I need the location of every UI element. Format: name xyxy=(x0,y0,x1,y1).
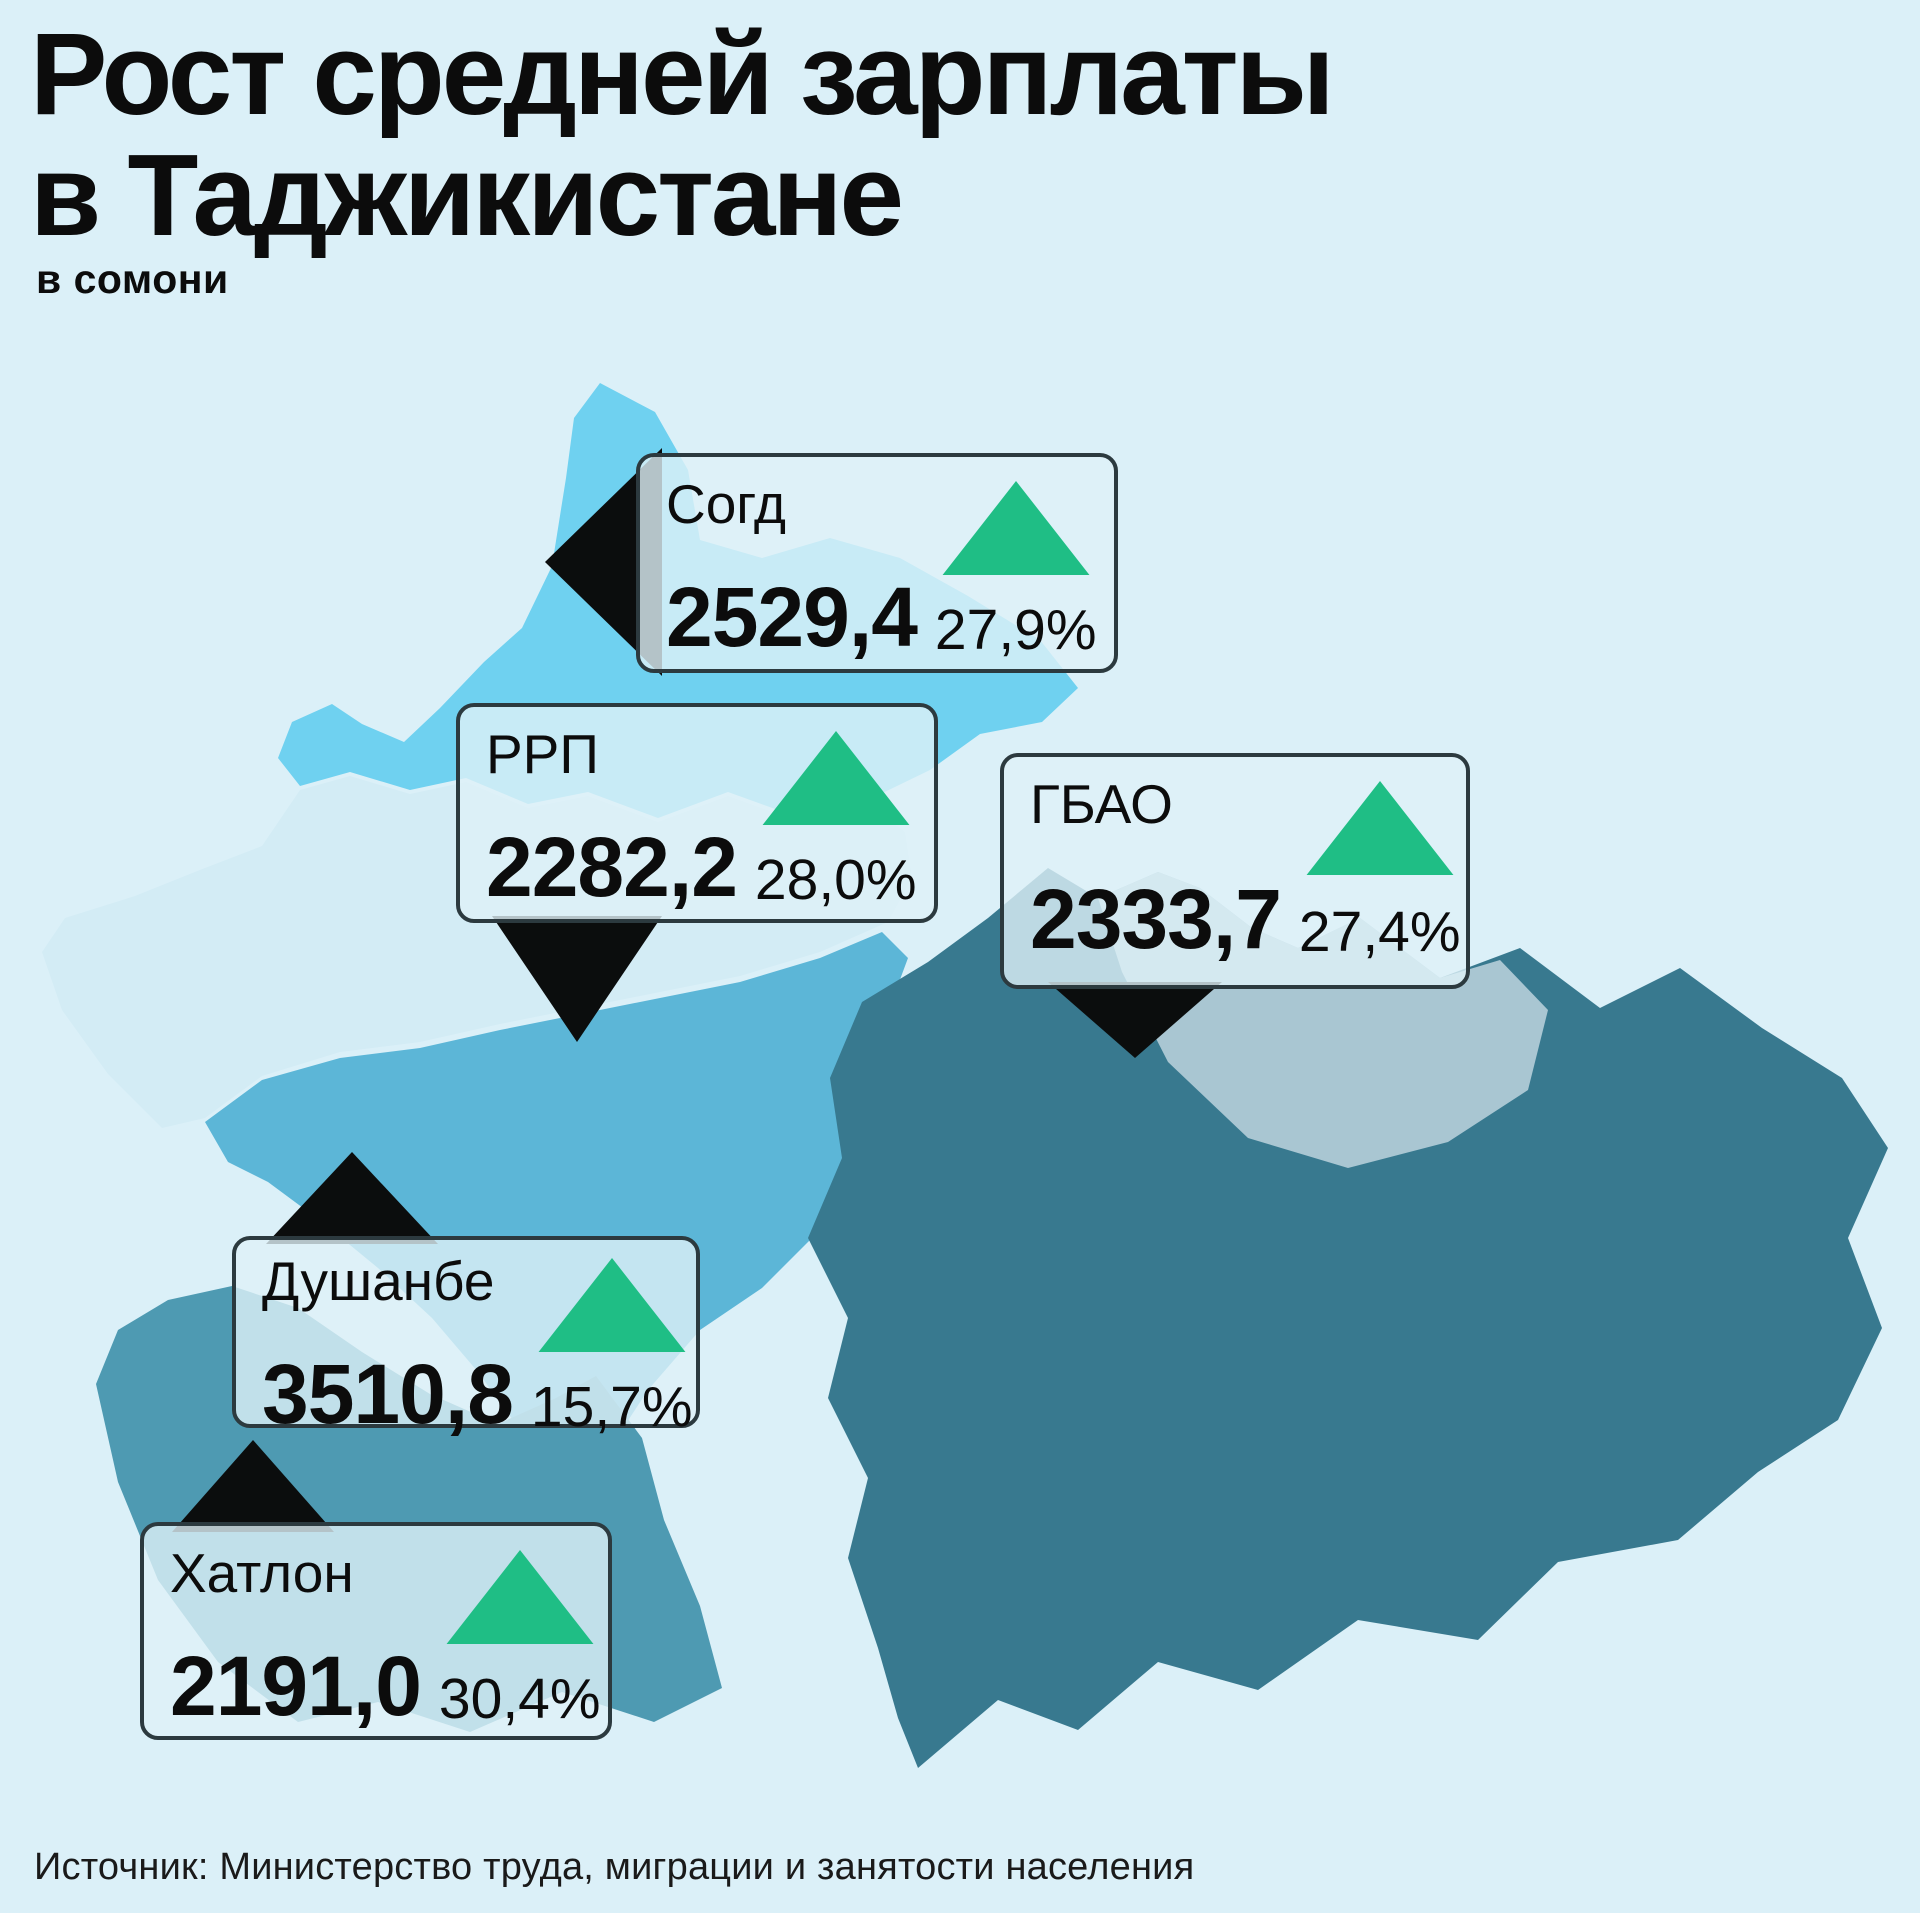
region-value: 2333,7 xyxy=(1030,872,1282,966)
growth-up-icon xyxy=(538,1258,686,1352)
region-growth: 30,4% xyxy=(438,1667,601,1731)
callout-pointer-dushanbe-icon xyxy=(266,1152,438,1244)
region-label: Согд xyxy=(666,473,786,535)
callout-pointer-gbao-icon xyxy=(1048,982,1222,1058)
region-value: 3510,8 xyxy=(262,1347,514,1441)
subtitle-units: в сомони xyxy=(36,256,229,302)
growth-up-icon xyxy=(942,481,1090,575)
callout-pointer-khatlon-icon xyxy=(172,1440,334,1532)
region-growth: 27,4% xyxy=(1298,900,1461,964)
region-label: ГБАО xyxy=(1030,773,1173,835)
region-growth: 27,9% xyxy=(934,598,1097,662)
region-label: Душанбе xyxy=(262,1250,495,1312)
callout-gbao: ГБАО 2333,7 27,4% xyxy=(1000,753,1470,989)
region-growth: 28,0% xyxy=(754,848,917,912)
growth-up-icon xyxy=(762,731,910,825)
region-label: Хатлон xyxy=(170,1542,354,1604)
region-value: 2282,2 xyxy=(486,820,738,914)
growth-up-icon xyxy=(446,1550,594,1644)
callout-pointer-sughd-icon xyxy=(545,448,662,676)
region-value: 2529,4 xyxy=(666,570,918,664)
callout-sughd: Согд 2529,4 27,9% xyxy=(636,453,1118,673)
growth-up-icon xyxy=(1306,781,1454,875)
page-title: Рост средней зарплаты в Таджикистане xyxy=(30,9,1335,260)
page-title-line2: в Таджикистане xyxy=(30,129,904,260)
callout-rrp: РРП 2282,2 28,0% xyxy=(456,703,938,923)
map-region-gbao xyxy=(808,868,1888,1768)
callout-dushanbe: Душанбе 3510,8 15,7% xyxy=(232,1236,700,1436)
region-label: РРП xyxy=(486,723,599,785)
map-region-central xyxy=(205,932,908,1470)
page-title-line1: Рост средней зарплаты xyxy=(30,9,1335,139)
region-value: 2191,0 xyxy=(170,1639,422,1733)
callout-khatlon: Хатлон 2191,0 30,4% xyxy=(140,1522,612,1740)
source-note: Источник: Министерство труда, миграции и… xyxy=(34,1846,1195,1888)
region-growth: 15,7% xyxy=(530,1375,693,1439)
callout-pointer-rrp-icon xyxy=(492,916,662,1042)
